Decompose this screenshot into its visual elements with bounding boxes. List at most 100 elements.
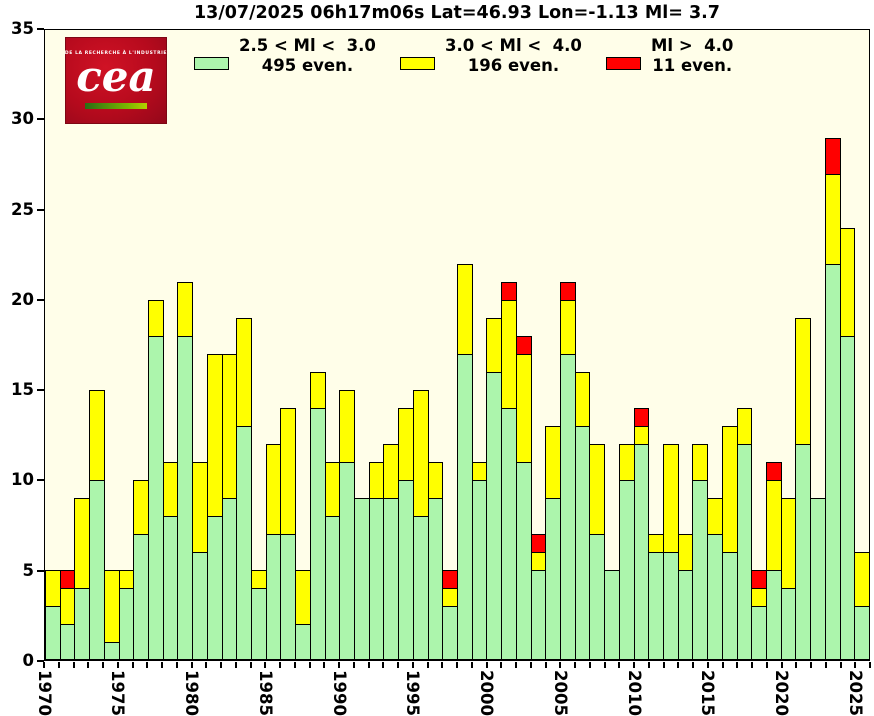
bar-segment-1996-s1 (427, 462, 444, 500)
x-tick-mark-24 (397, 662, 399, 668)
x-tick-mark-32 (515, 662, 517, 668)
bar-segment-1974-s1 (103, 570, 120, 643)
bar-segment-1995-s0 (412, 516, 429, 660)
bar-segment-1970-s1 (45, 570, 61, 608)
bar-segment-2020-s1 (780, 498, 797, 589)
bar-segment-2025-s0 (854, 606, 870, 660)
x-tick-mark-31 (500, 662, 503, 668)
bar-segment-1997-s2 (442, 570, 458, 589)
y-tick-mark-15 (37, 389, 44, 392)
bar-segment-2010-s1 (633, 426, 650, 446)
x-tick-mark-0 (43, 662, 45, 668)
bar-segment-2015-s0 (707, 534, 723, 660)
bar-segment-2005-s2 (560, 282, 576, 302)
bar-segment-2018-s1 (751, 588, 767, 608)
bar-segment-1982-s1 (221, 354, 238, 500)
bar-segment-1973-s1 (89, 390, 105, 482)
bar-segment-1983-s0 (236, 426, 252, 660)
bar-segment-1990-s1 (339, 390, 355, 463)
x-tick-mark-39 (618, 662, 621, 668)
y-tick-mark-5 (37, 569, 44, 572)
x-tick-mark-33 (529, 662, 532, 668)
bar-segment-2011-s0 (648, 552, 664, 660)
bar-segment-2012-s0 (663, 552, 679, 660)
x-tick-label-2000: 2000 (477, 670, 496, 716)
legend-entry-red: Ml > 4.0 11 even. (606, 36, 733, 76)
x-tick-mark-38 (603, 662, 606, 668)
bar-segment-2003-s1 (530, 552, 547, 572)
bar-segment-2020-s0 (780, 588, 797, 660)
bar-segment-2007-s0 (589, 534, 606, 660)
bar-segment-2002-s1 (515, 354, 532, 463)
x-tick-mark-35 (559, 662, 562, 668)
legend-label-yellow: 3.0 < Ml < 4.0 (445, 36, 582, 55)
legend-count-yellow: 196 even. (467, 56, 560, 75)
bar-segment-2001-s2 (501, 282, 517, 302)
bar-segment-2000-s1 (486, 318, 503, 373)
bar-segment-2000-s0 (486, 372, 503, 660)
bar-segment-1981-s1 (206, 354, 223, 517)
bar-segment-1987-s1 (295, 570, 311, 625)
x-tick-mark-55 (854, 662, 857, 668)
y-tick-label-20: 20 (11, 289, 34, 309)
x-tick-label-2020: 2020 (772, 670, 791, 716)
x-tick-label-1970: 1970 (34, 670, 54, 716)
x-tick-mark-21 (352, 662, 355, 668)
x-tick-mark-49 (765, 662, 768, 668)
x-tick-mark-48 (751, 662, 753, 668)
x-tick-mark-34 (544, 662, 547, 668)
bar-segment-2013-s1 (677, 534, 694, 572)
x-tick-mark-45 (706, 662, 709, 668)
bar-segment-2010-s2 (633, 408, 650, 427)
bar-segment-2004-s0 (545, 498, 561, 660)
bar-segment-1992-s0 (368, 498, 385, 660)
bar-segment-2021-s0 (795, 444, 812, 660)
bar-segment-1986-s1 (280, 408, 297, 535)
plot-area: DE LA RECHERCHE À L'INDUSTRIE cea 2.5 < … (44, 29, 870, 661)
cea-logo: DE LA RECHERCHE À L'INDUSTRIE cea (65, 37, 167, 124)
bar-segment-2023-s1 (824, 174, 841, 265)
bar-segment-2022-s0 (810, 498, 826, 660)
bar-segment-2003-s0 (530, 570, 547, 660)
x-tick-mark-19 (323, 662, 326, 668)
x-tick-mark-5 (116, 662, 119, 668)
bar-segment-1999-s1 (471, 462, 488, 482)
x-tick-mark-56 (869, 662, 871, 668)
x-tick-mark-28 (456, 662, 458, 668)
cea-logo-text: cea (76, 52, 156, 101)
x-tick-mark-7 (146, 662, 149, 668)
bar-segment-1993-s1 (383, 444, 400, 500)
y-tick-mark-25 (37, 208, 44, 211)
bar-segment-1986-s0 (280, 534, 297, 660)
bar-segment-2011-s1 (648, 534, 664, 554)
legend-label-red: Ml > 4.0 (651, 36, 734, 55)
x-tick-mark-44 (692, 662, 694, 668)
x-tick-label-1975: 1975 (108, 670, 128, 716)
y-tick-label-25: 25 (11, 199, 34, 219)
bar-segment-1972-s0 (74, 588, 91, 660)
bar-segment-1999-s0 (471, 480, 488, 660)
y-tick-label-35: 35 (11, 19, 34, 38)
bar-segment-1998-s1 (457, 264, 473, 355)
bar-segment-1970-s0 (45, 606, 61, 660)
bar-segment-1979-s0 (177, 336, 194, 660)
bar-segment-1984-s0 (251, 588, 267, 660)
bar-segment-1972-s1 (74, 498, 91, 589)
bar-segment-2013-s0 (677, 570, 694, 660)
bar-segment-1985-s1 (265, 444, 282, 535)
cea-logo-tagline: DE LA RECHERCHE À L'INDUSTRIE (64, 51, 168, 56)
x-tick-mark-8 (161, 662, 163, 668)
x-tick-mark-16 (279, 662, 281, 668)
y-tick-label-30: 30 (11, 109, 34, 129)
bar-segment-2006-s1 (574, 372, 591, 427)
bar-segment-1990-s0 (339, 462, 355, 660)
y-tick-mark-20 (37, 298, 44, 301)
bar-segment-1984-s1 (251, 570, 267, 589)
bar-segment-2016-s1 (721, 426, 738, 554)
bar-segment-2024-s0 (839, 336, 856, 660)
x-tick-mark-3 (87, 662, 90, 668)
x-tick-mark-42 (662, 662, 665, 668)
x-tick-label-1985: 1985 (255, 670, 275, 716)
x-tick-mark-26 (426, 662, 429, 668)
bar-segment-1977-s0 (148, 336, 164, 660)
